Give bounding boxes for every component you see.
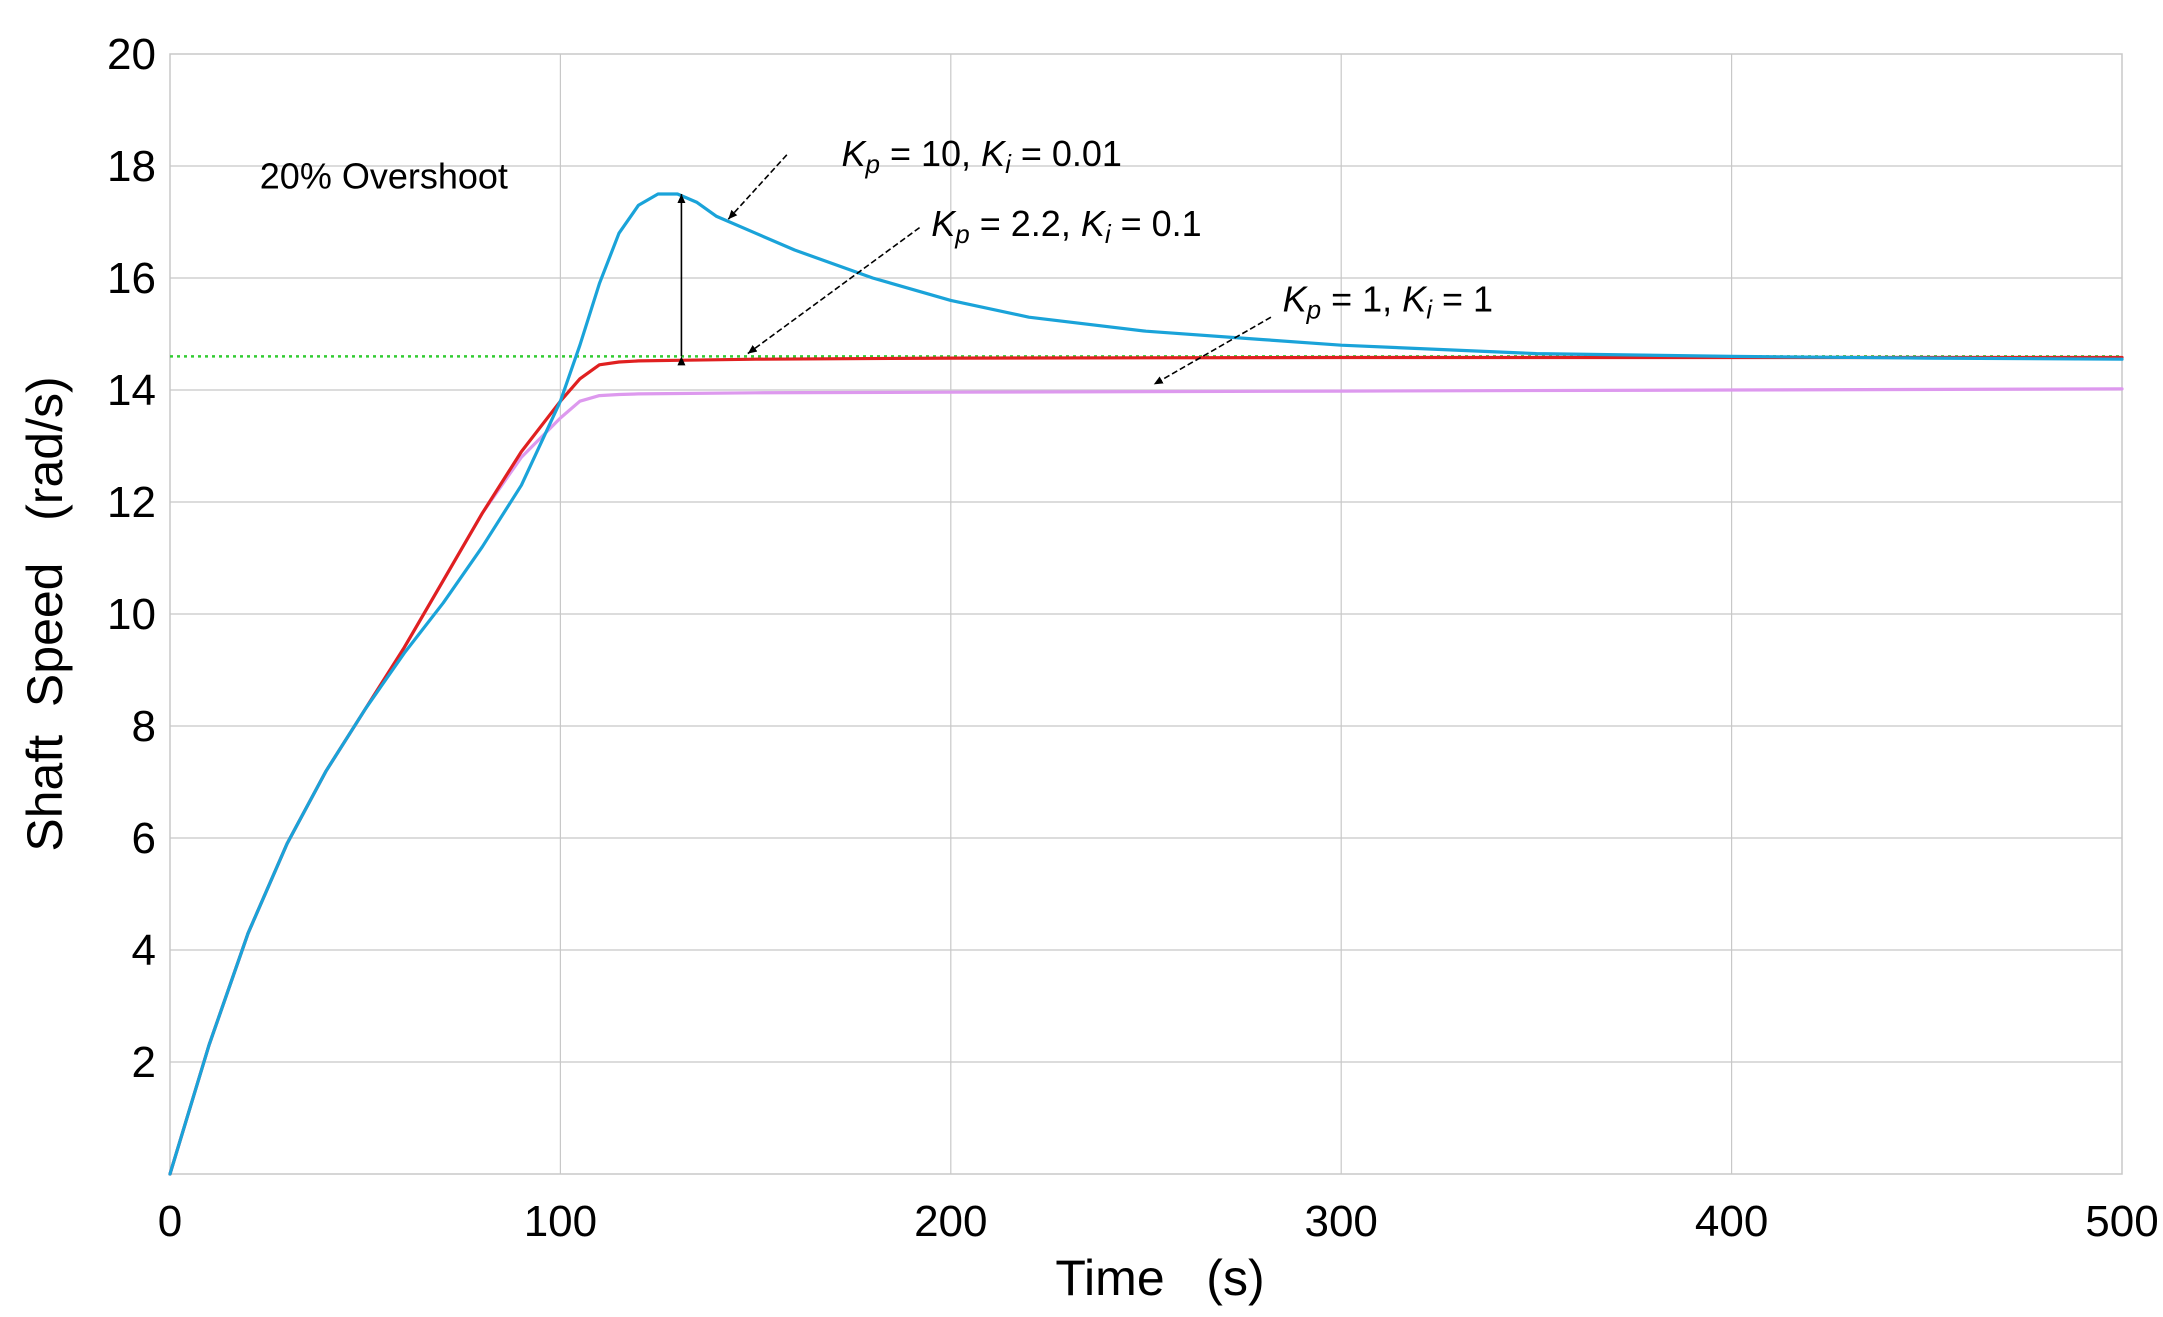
y-axis-label: Shaft Speed (rad/s) <box>17 376 73 851</box>
x-tick-label: 0 <box>158 1197 182 1246</box>
x-axis-ticks: 0 100 200 300 400 500 <box>158 1197 2159 1246</box>
y-tick-label: 6 <box>132 814 156 863</box>
arrow-kp10 <box>727 154 788 220</box>
x-tick-label: 400 <box>1695 1197 1768 1246</box>
series-layer <box>168 192 2124 1176</box>
annotation-kp22: Kp = 2.2, Ki = 0.1 <box>931 203 1201 249</box>
x-tick-label: 500 <box>2085 1197 2158 1246</box>
annotation-arrows <box>677 154 1272 386</box>
arrow-kp1 <box>1153 316 1272 386</box>
y-tick-label: 10 <box>107 590 156 639</box>
annotation-kp1: Kp = 1, Ki = 1 <box>1283 279 1493 325</box>
y-tick-label: 14 <box>107 366 156 415</box>
y-tick-label: 20 <box>107 30 156 79</box>
annotations: 20% Overshoot Kp = 10, Ki = 0.01 Kp = 2.2,… <box>260 133 1493 325</box>
annotation-overshoot: 20% Overshoot <box>260 155 508 196</box>
x-tick-label: 100 <box>524 1197 597 1246</box>
plot-frame <box>169 53 2123 1175</box>
y-tick-label: 8 <box>132 702 156 751</box>
x-tick-label: 200 <box>914 1197 987 1246</box>
y-axis-ticks: 2 4 6 8 10 12 14 16 18 20 <box>107 30 156 1087</box>
y-tick-label: 16 <box>107 254 156 303</box>
y-tick-label: 4 <box>132 926 156 975</box>
y-tick-label: 12 <box>107 478 156 527</box>
y-tick-label: 18 <box>107 142 156 191</box>
x-tick-label: 300 <box>1304 1197 1377 1246</box>
annotation-kp10: Kp = 10, Ki = 0.01 <box>841 133 1121 179</box>
series-line <box>168 192 2124 1176</box>
y-tick-label: 2 <box>132 1038 156 1087</box>
x-axis-label: Time (s) <box>1055 1250 1264 1306</box>
